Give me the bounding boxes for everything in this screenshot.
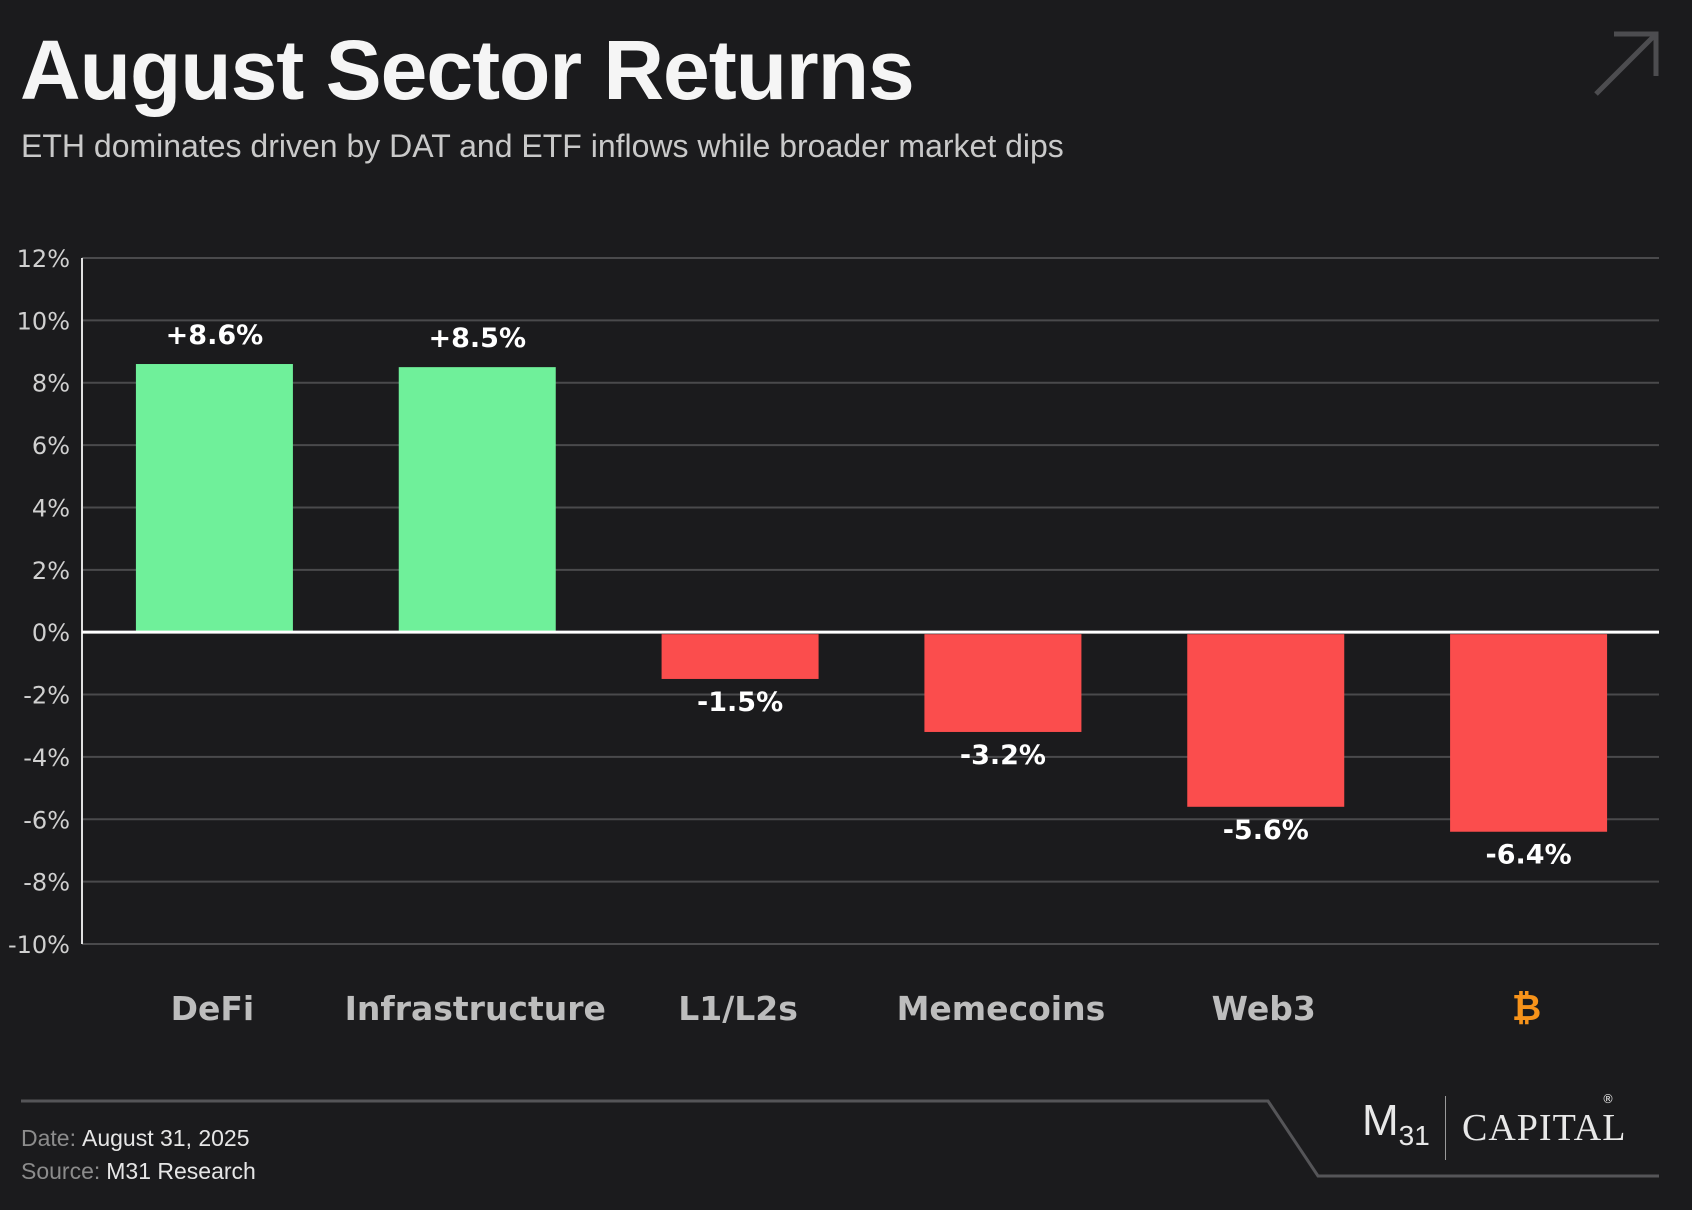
bar-1 xyxy=(398,367,556,633)
grid-lines xyxy=(82,257,1659,945)
footer-date: Date: August 31, 2025 xyxy=(21,1125,250,1152)
y-tick-label: -2% xyxy=(23,682,70,710)
brand-logo: M31 CAPITAL ® xyxy=(1362,1092,1625,1160)
source-label: Source: xyxy=(21,1158,101,1184)
bitcoin-icon: ₿ xyxy=(1512,988,1541,1029)
data-label: -6.4% xyxy=(1486,840,1572,871)
y-tick-label: 2% xyxy=(32,557,70,585)
bar-5 xyxy=(1450,634,1608,832)
x-axis-categories: DeFi Infrastructure L1/L2s Memecoins Web3 ₿ xyxy=(171,988,1542,1029)
brand-m: M31 xyxy=(1362,1096,1430,1151)
y-tick-label: 6% xyxy=(32,432,70,460)
y-tick-label: 8% xyxy=(32,370,70,398)
bar-3 xyxy=(924,634,1082,732)
data-label: -3.2% xyxy=(960,740,1046,771)
data-label: -1.5% xyxy=(697,687,783,718)
date-label: Date: xyxy=(21,1125,76,1151)
brand-separator xyxy=(1445,1096,1446,1160)
bar-4 xyxy=(1187,634,1345,807)
y-tick-label: 12% xyxy=(17,245,70,273)
y-tick-label: 10% xyxy=(17,307,70,335)
page-subtitle: ETH dominates driven by DAT and ETF infl… xyxy=(21,128,1064,164)
bar-0 xyxy=(135,364,293,633)
page-title: August Sector Returns xyxy=(20,23,915,117)
bars xyxy=(135,364,1608,832)
y-tick-label: -10% xyxy=(8,931,70,959)
y-tick-label: 0% xyxy=(32,619,70,647)
bar-2 xyxy=(661,634,819,679)
footer-source: Source: M31 Research xyxy=(21,1158,256,1185)
brand-registered-mark: ® xyxy=(1602,1092,1614,1106)
date-value: August 31, 2025 xyxy=(81,1125,250,1151)
x-tick-label: Memecoins xyxy=(897,989,1106,1028)
data-label: +8.6% xyxy=(166,320,264,351)
data-labels: +8.6% +8.5% -1.5% -3.2% -5.6% -6.4% xyxy=(166,320,1572,871)
arrow-up-right-icon xyxy=(1594,31,1659,96)
x-tick-label: DeFi xyxy=(171,989,255,1028)
data-label: +8.5% xyxy=(428,323,526,354)
source-value: M31 Research xyxy=(106,1158,256,1184)
brand-capital: CAPITAL xyxy=(1462,1107,1627,1149)
x-tick-label: Web3 xyxy=(1212,989,1316,1028)
x-tick-label: L1/L2s xyxy=(678,989,798,1028)
x-tick-label: Infrastructure xyxy=(345,989,606,1028)
y-axis-ticks: 12% 10% 8% 6% 4% 2% 0% -2% -4% -6% -8% -10% xyxy=(8,245,70,959)
y-tick-label: -4% xyxy=(23,744,70,772)
data-label: -5.6% xyxy=(1223,815,1309,846)
y-tick-label: -8% xyxy=(23,869,70,897)
footer-divider xyxy=(21,1099,1659,1178)
y-tick-label: -6% xyxy=(23,806,70,834)
y-tick-label: 4% xyxy=(32,494,70,522)
